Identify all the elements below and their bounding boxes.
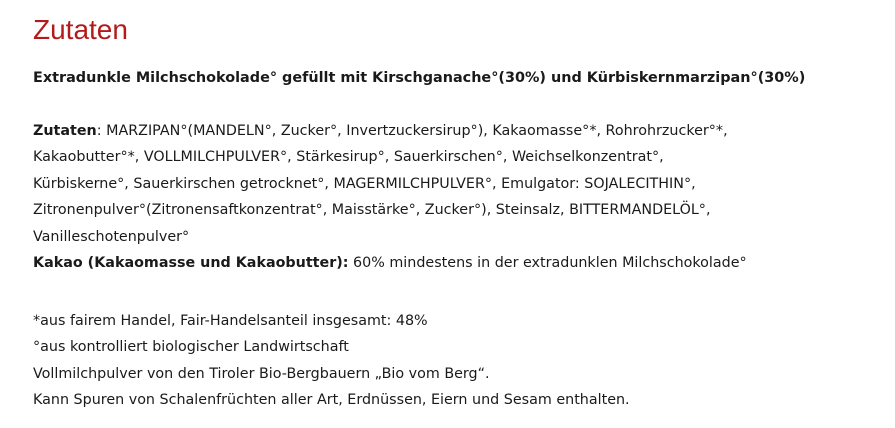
- ingredients-line: Vanilleschotenpulver°: [33, 228, 190, 245]
- section-heading: Zutaten: [33, 14, 128, 45]
- footnote: Vollmilchpulver von den Tiroler Bio-Berg…: [33, 365, 490, 382]
- ingredients-line: Zutaten: MARZIPAN°(MANDELN°, Zucker°, In…: [33, 118, 747, 144]
- footnote: °aus kontrolliert biologischer Landwirts…: [33, 339, 349, 356]
- ingredients-list: Zutaten: MARZIPAN°(MANDELN°, Zucker°, In…: [33, 118, 747, 276]
- cocoa-label: Kakao (Kakaomasse und Kakaobutter):: [33, 254, 349, 271]
- footnote: *aus fairem Handel, Fair-Handelsanteil i…: [33, 313, 428, 329]
- footnote: Kann Spuren von Schalenfrüchten aller Ar…: [33, 392, 630, 409]
- footnotes: *aus fairem Handel, Fair-Handelsanteil i…: [33, 308, 630, 414]
- cocoa-text: 60% mindestens in der extradunklen Milch…: [348, 254, 747, 271]
- ingredients-line: Kakaobutter°*, VOLLMILCHPULVER°, Stärkes…: [33, 149, 664, 166]
- cocoa-content-line: Kakao (Kakaomasse und Kakaobutter): 60% …: [33, 250, 747, 276]
- product-description: Extradunkle Milchschokolade° gefüllt mit…: [33, 70, 806, 86]
- ingredients-line: Zitronenpulver°(Zitronensaftkonzentrat°,…: [33, 202, 711, 219]
- ingredients-text: : MARZIPAN°(MANDELN°, Zucker°, Invertzuc…: [96, 123, 728, 139]
- ingredients-label: Zutaten: [33, 123, 97, 139]
- ingredients-line: Kürbiskerne°, Sauerkirschen getrocknet°,…: [33, 175, 696, 192]
